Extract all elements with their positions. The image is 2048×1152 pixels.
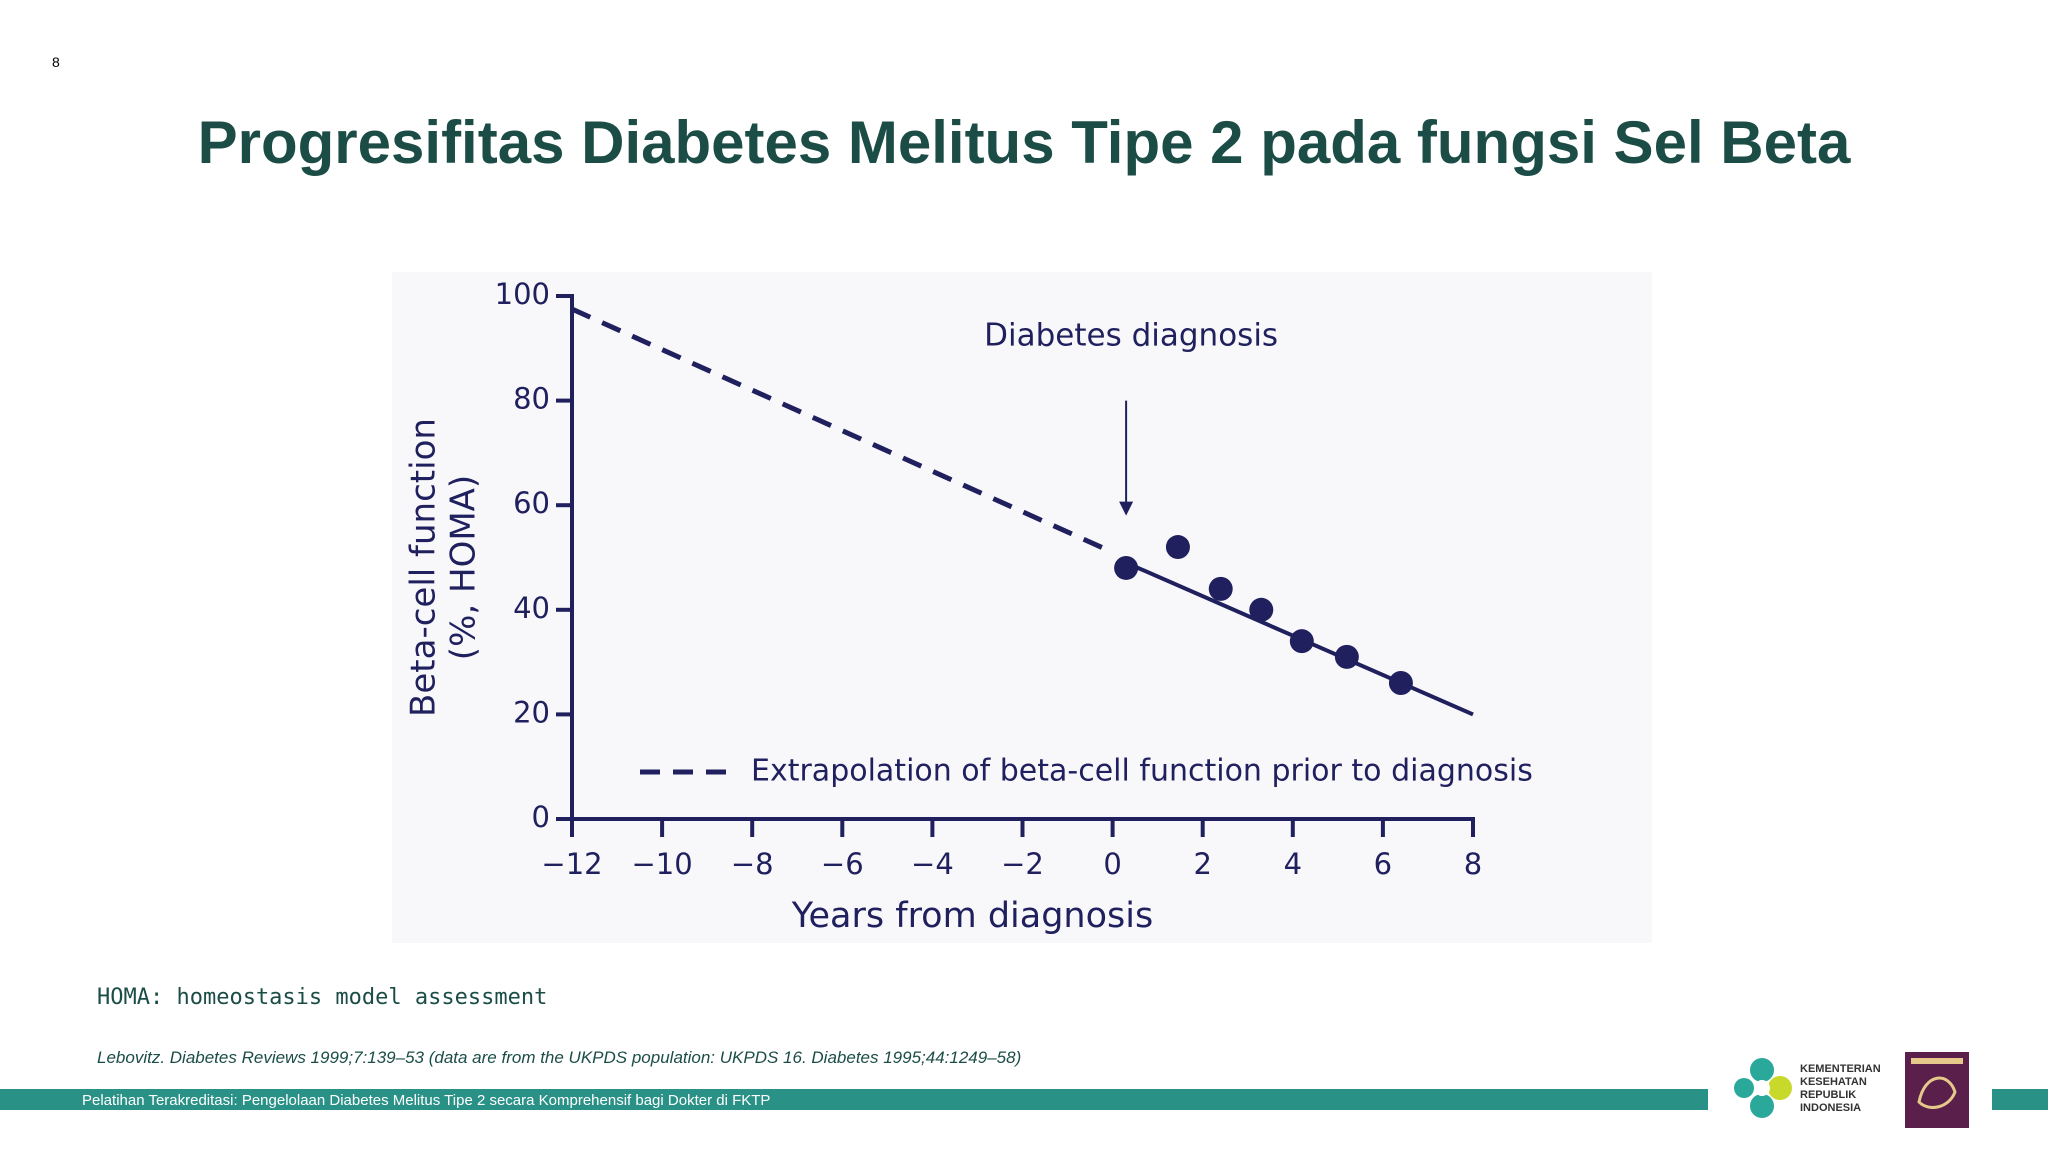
- x-tick-label: 8: [1464, 847, 1482, 881]
- x-tick-label: −6: [821, 847, 864, 881]
- data-point: [1334, 644, 1359, 669]
- footer-bar: [1992, 1089, 2048, 1110]
- pusdiklat-logo: [1905, 1052, 1969, 1128]
- y-tick-label: 20: [513, 695, 550, 729]
- ministry-logo: [1734, 1058, 1792, 1118]
- data-point: [1289, 629, 1314, 654]
- data-point: [1165, 535, 1190, 560]
- x-tick-label: 6: [1374, 847, 1392, 881]
- x-axis-label: Years from diagnosis: [791, 896, 1153, 936]
- footer-text: Pelatihan Terakreditasi: Pengelolaan Dia…: [82, 1092, 771, 1109]
- x-tick-label: −2: [1001, 847, 1044, 881]
- legend-label: Extrapolation of beta-cell function prio…: [751, 754, 1533, 789]
- y-tick-label: 80: [513, 382, 550, 416]
- y-axis-label: Beta-cell function: [404, 418, 444, 717]
- y-axis-label: (%, HOMA): [444, 475, 484, 660]
- y-tick-label: 0: [532, 800, 550, 834]
- footer-bar: [0, 1089, 1708, 1110]
- x-tick-label: 0: [1103, 847, 1121, 881]
- ministry-name: KEMENTERIAN KESEHATAN REPUBLIK INDONESIA: [1800, 1063, 1881, 1115]
- x-tick-label: −4: [911, 847, 954, 881]
- data-point: [1249, 597, 1274, 622]
- logo-line: KESEHATAN: [1800, 1076, 1867, 1088]
- x-tick-label: 4: [1284, 847, 1302, 881]
- y-tick-label: 60: [513, 486, 550, 520]
- data-point: [1388, 671, 1413, 696]
- logo-line: INDONESIA: [1800, 1102, 1862, 1114]
- page-number: 8: [52, 54, 60, 70]
- annotation-arrowhead: [1119, 501, 1134, 516]
- annotation: Diabetes diagnosis: [984, 318, 1278, 354]
- y-tick-label: 40: [513, 591, 550, 625]
- x-tick-label: −10: [631, 847, 692, 881]
- x-tick-label: 2: [1193, 847, 1211, 881]
- chart-background: [392, 272, 1652, 943]
- slide-title: Progresifitas Diabetes Melitus Tipe 2 pa…: [197, 109, 1851, 176]
- data-point: [1208, 576, 1233, 601]
- y-tick-label: 100: [495, 277, 550, 311]
- data-point: [1114, 555, 1139, 580]
- citation: Lebovitz. Diabetes Reviews 1999;7:139–53…: [97, 1048, 1022, 1067]
- x-tick-label: −12: [541, 847, 602, 881]
- x-tick-label: −8: [731, 847, 774, 881]
- footnote: HOMA: homeostasis model assessment: [97, 985, 548, 1010]
- logo-line: REPUBLIK: [1800, 1089, 1857, 1101]
- logo-line: KEMENTERIAN: [1800, 1063, 1881, 1075]
